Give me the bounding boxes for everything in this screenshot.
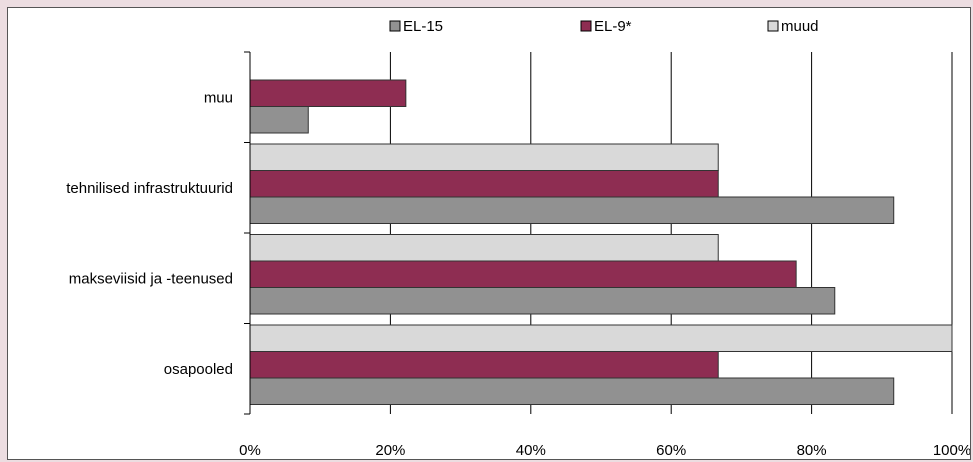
x-tick-label: 60% xyxy=(656,442,686,459)
chart-frame: EL-15 EL-9* muud muu tehnilised infrastrukt… xyxy=(7,7,971,460)
bar xyxy=(249,324,953,352)
category-label: muu xyxy=(204,89,233,106)
bar xyxy=(249,287,836,315)
bar xyxy=(249,234,719,262)
legend: EL-15 EL-9* muud xyxy=(389,18,819,35)
category-label: tehnilised infrastruktuurid xyxy=(66,180,233,197)
legend-label: muud xyxy=(781,18,819,35)
category-label: makseviisid ja -teenused xyxy=(69,270,233,287)
bar xyxy=(249,377,895,405)
axis xyxy=(244,51,251,415)
bar-chart: EL-15 EL-9* muud muu tehnilised infrastrukt… xyxy=(66,18,971,459)
bar xyxy=(249,170,719,198)
x-tick-label: 40% xyxy=(516,442,546,459)
bar xyxy=(249,260,797,288)
bars xyxy=(249,79,953,405)
legend-label: EL-15 xyxy=(403,18,443,35)
bar xyxy=(249,79,407,107)
labels: muu tehnilised infrastruktuurid makseviisi… xyxy=(66,89,971,459)
bar xyxy=(249,143,719,171)
legend-label: EL-9* xyxy=(594,18,632,35)
bar xyxy=(249,106,309,134)
x-tick-label: 0% xyxy=(239,442,261,459)
bar xyxy=(249,196,895,224)
legend-swatch xyxy=(389,20,401,32)
legend-swatch xyxy=(580,20,592,32)
x-tick-label: 20% xyxy=(375,442,405,459)
x-tick-label: 80% xyxy=(797,442,827,459)
bar xyxy=(249,351,719,379)
x-tick-label: 100% xyxy=(933,442,971,459)
category-label: osapooled xyxy=(164,361,233,378)
legend-swatch xyxy=(767,20,779,32)
